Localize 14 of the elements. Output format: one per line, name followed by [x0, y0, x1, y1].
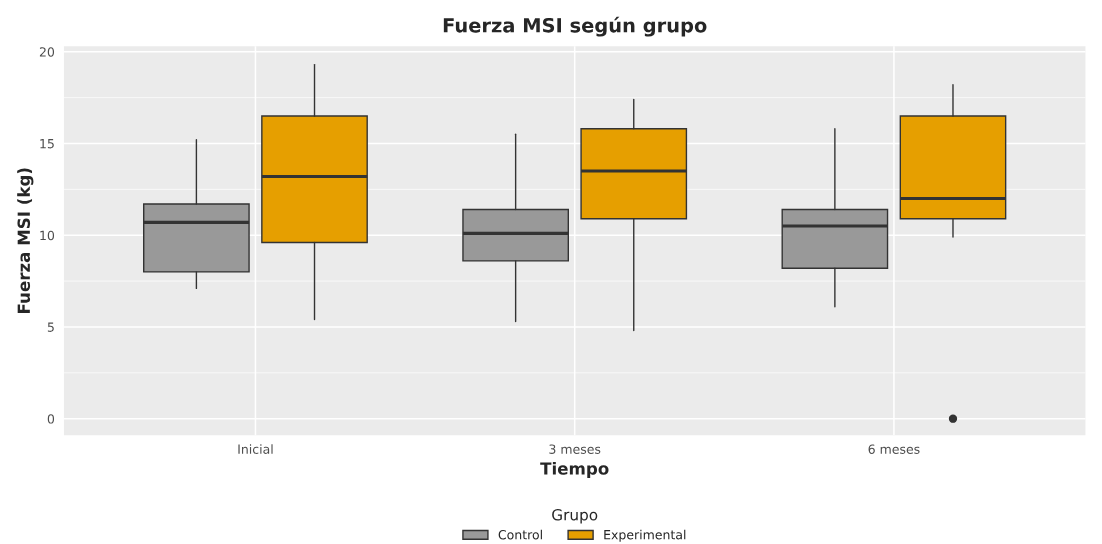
- x-tick-label: 3 meses: [549, 444, 601, 454]
- y-tick-label: 20: [39, 47, 55, 57]
- x-tick-label: Inicial: [238, 444, 273, 454]
- y-tick-label: 5: [47, 322, 54, 332]
- y-axis-title: Fuerza MSI (kg): [17, 168, 34, 313]
- x-tick-label: 6 meses: [868, 444, 920, 454]
- y-tick-label: 0: [47, 414, 55, 424]
- legend-label: Control: [498, 529, 542, 540]
- legend-label: Experimental: [604, 529, 686, 542]
- chart-title: Fuerza MSI según grupo: [443, 16, 707, 37]
- y-tick-label: 10: [40, 230, 55, 241]
- y-tick-label: 15: [40, 139, 54, 149]
- x-axis-title: Tiempo: [540, 461, 609, 479]
- legend-title: Grupo: [552, 508, 598, 524]
